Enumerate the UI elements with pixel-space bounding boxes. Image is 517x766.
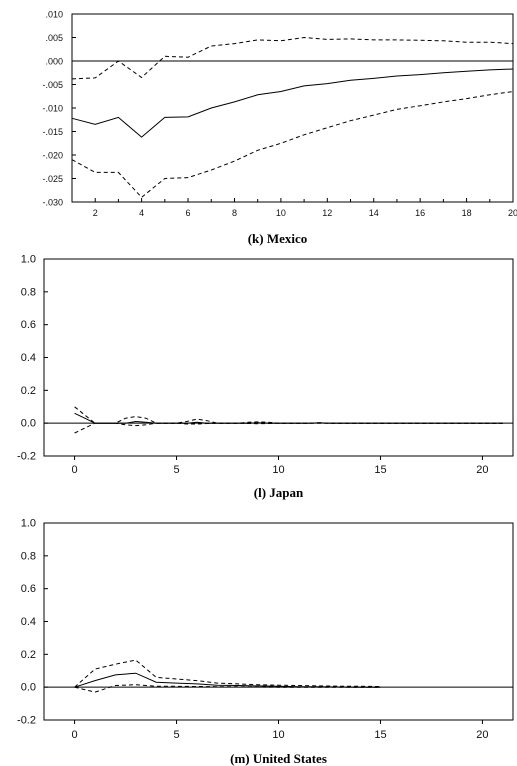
- x-tick-label: 12: [322, 208, 332, 218]
- y-tick-label: .005: [45, 33, 63, 43]
- y-tick-label: 1.0: [21, 254, 36, 266]
- series-line-band-1: [71, 36, 514, 80]
- x-tick-label: 2: [93, 208, 98, 218]
- y-tick-label: -.005: [42, 80, 63, 90]
- y-tick-label: 0.0: [21, 418, 36, 430]
- x-tick-label: 10: [272, 729, 284, 741]
- y-tick-label: -.030: [42, 198, 63, 208]
- plot-frame: [43, 522, 514, 721]
- plot-frame: [71, 13, 514, 203]
- x-tick-label: 4: [139, 208, 144, 218]
- x-tick-label: 18: [462, 208, 472, 218]
- y-tick-label: 1.0: [21, 518, 36, 530]
- y-tick-label: -.010: [42, 104, 63, 114]
- x-tick-label: 0: [72, 729, 78, 741]
- y-tick-label: -0.2: [17, 715, 36, 727]
- series-line-estimate: [74, 672, 381, 688]
- y-tick-label: -.025: [42, 174, 63, 184]
- y-tick-label: 0.2: [21, 385, 36, 397]
- y-tick-label: 0.2: [21, 649, 36, 661]
- x-tick-label: 6: [186, 208, 191, 218]
- y-tick-label: 0.4: [21, 352, 36, 364]
- x-tick-label: 15: [374, 464, 386, 476]
- series-line-band-1: [74, 406, 503, 424]
- x-tick-label: 14: [369, 208, 379, 218]
- y-tick-label: .010: [45, 10, 63, 20]
- series-line-band-1: [74, 659, 381, 688]
- x-tick-label: 5: [173, 729, 179, 741]
- x-tick-label: 20: [476, 464, 488, 476]
- y-tick-label: -0.2: [17, 451, 36, 463]
- x-tick-label: 20: [476, 729, 488, 741]
- series-line-estimate: [74, 412, 503, 424]
- y-tick-label: -.015: [42, 127, 63, 137]
- chart-panel-1: .010 .005 .000 -.005 -.010 -.015 -.020 -.025 -.0…: [42, 10, 517, 247]
- y-tick-label: 0.8: [21, 550, 36, 562]
- y-tick-label: -.020: [42, 151, 63, 161]
- y-tick-label: 0.4: [21, 616, 36, 628]
- panel-caption: (k) Mexico: [248, 231, 308, 246]
- y-tick-label: 0.0: [21, 682, 36, 694]
- x-tick-label: 0: [72, 464, 78, 476]
- x-tick-label: 20: [508, 208, 517, 218]
- chart-panel-3: 1.0 0.8 0.6 0.4 0.2 0.0 -0.2 0 5 10 15 20 (m) United…: [17, 518, 514, 766]
- x-tick-label: 5: [173, 464, 179, 476]
- series-line-band-2: [74, 422, 503, 434]
- x-tick-label: 10: [276, 208, 286, 218]
- x-tick-label: 8: [232, 208, 237, 218]
- panel-caption: (m) United States: [230, 751, 327, 766]
- panel-caption: (l) Japan: [254, 485, 304, 500]
- y-tick-label: 0.8: [21, 286, 36, 298]
- series-line-estimate: [71, 68, 514, 138]
- chart-panel-2: 1.0 0.8 0.6 0.4 0.2 0.0 -0.2 0 5 10 15 20 (l) Japan: [17, 254, 514, 500]
- x-tick-label: 15: [374, 729, 386, 741]
- plot-frame: [43, 258, 514, 457]
- y-tick-label: 0.6: [21, 319, 36, 331]
- y-tick-label: 0.6: [21, 583, 36, 595]
- series-line-band-2: [74, 684, 381, 693]
- x-tick-label: 16: [415, 208, 425, 218]
- series-line-band-2: [71, 91, 514, 198]
- x-tick-label: 10: [272, 464, 284, 476]
- y-tick-label: .000: [45, 57, 63, 67]
